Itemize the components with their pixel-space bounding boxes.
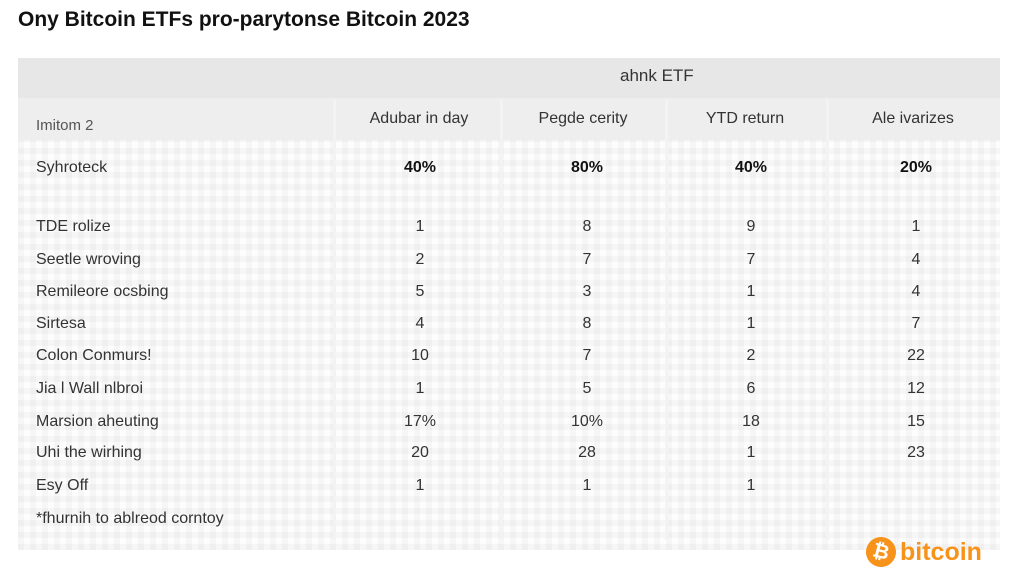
table-cell: 20% bbox=[899, 159, 933, 176]
table-cell: 17% bbox=[403, 413, 437, 430]
column-header: Ale ivarizes bbox=[872, 110, 954, 127]
table-cell: 20 bbox=[411, 444, 429, 461]
table-cell: 1 bbox=[415, 477, 425, 494]
table-cell: 4 bbox=[911, 251, 921, 268]
table-cell: 1 bbox=[415, 218, 425, 235]
table-cell: 7 bbox=[582, 251, 592, 268]
table-cell: 7 bbox=[582, 347, 592, 364]
table-row-label: Esy Off bbox=[36, 477, 89, 494]
table-cell: 10 bbox=[411, 347, 429, 364]
table-cell: 7 bbox=[911, 315, 921, 332]
table-cell: 18 bbox=[742, 413, 760, 430]
table-cell: 80% bbox=[570, 159, 604, 176]
table-cell: 8 bbox=[582, 218, 592, 235]
table-cell: 40% bbox=[403, 159, 437, 176]
table-cell: 1 bbox=[911, 218, 921, 235]
table-row-label: Uhi the wirhing bbox=[36, 444, 142, 461]
bitcoin-logo: ₿ bitcoin bbox=[862, 533, 982, 571]
table-cell: 12 bbox=[907, 380, 925, 397]
column-divider bbox=[333, 100, 336, 540]
table-row-label: Syhroteck bbox=[36, 159, 108, 176]
corner-label: Imitom 2 bbox=[36, 117, 94, 134]
column-header-band bbox=[18, 98, 1000, 140]
bitcoin-icon: ₿ bbox=[862, 533, 900, 571]
table-cell: 2 bbox=[746, 347, 756, 364]
table-cell: 6 bbox=[746, 380, 756, 397]
column-header: Pegde cerity bbox=[538, 110, 628, 127]
table-cell: 4 bbox=[911, 283, 921, 300]
table-cell: 15 bbox=[907, 413, 925, 430]
table-cell: 5 bbox=[415, 283, 425, 300]
table-row-label: Jia l Wall nlbroi bbox=[36, 380, 143, 397]
super-header-band bbox=[18, 58, 1000, 98]
column-divider bbox=[826, 100, 829, 540]
table-cell: 3 bbox=[582, 283, 592, 300]
table-cell: 1 bbox=[415, 380, 425, 397]
table-row-label: Sirtesa bbox=[36, 315, 86, 332]
table-cell: 7 bbox=[746, 251, 756, 268]
table-cell: 5 bbox=[582, 380, 592, 397]
column-header: Adubar in day bbox=[369, 110, 469, 127]
table-cell: 40% bbox=[734, 159, 768, 176]
table-cell: 1 bbox=[746, 283, 756, 300]
table-cell: 10% bbox=[570, 413, 604, 430]
chart-title: Ony Bitcoin ETFs pro-parytonse Bitcoin 2… bbox=[18, 8, 470, 31]
table-cell: 1 bbox=[746, 315, 756, 332]
table-cell: 1 bbox=[582, 477, 592, 494]
table-row-label: Marsion aheuting bbox=[36, 413, 159, 430]
table-cell: 1 bbox=[746, 444, 756, 461]
table-cell: 1 bbox=[746, 477, 756, 494]
footnote: *fhurnih to ablreod corntoy bbox=[36, 510, 224, 527]
table-cell: 22 bbox=[907, 347, 925, 364]
column-divider bbox=[500, 100, 503, 540]
bitcoin-logo-text: bitcoin bbox=[900, 537, 982, 566]
super-header: ahnk ETF bbox=[620, 66, 694, 85]
table-cell: 23 bbox=[907, 444, 925, 461]
table-grid bbox=[18, 58, 1000, 550]
column-header: YTD return bbox=[705, 110, 785, 127]
table-cell: 28 bbox=[578, 444, 596, 461]
table-row-label: Remileore ocsbing bbox=[36, 283, 169, 300]
table-row-label: Colon Conmurs! bbox=[36, 347, 152, 364]
table-cell: 8 bbox=[582, 315, 592, 332]
table-cell: 2 bbox=[415, 251, 425, 268]
table-row-label: TDE rolize bbox=[36, 218, 111, 235]
table-cell: 4 bbox=[415, 315, 425, 332]
column-divider bbox=[665, 100, 668, 540]
table-cell: 9 bbox=[746, 218, 756, 235]
table-row-label: Seetle wroving bbox=[36, 251, 141, 268]
